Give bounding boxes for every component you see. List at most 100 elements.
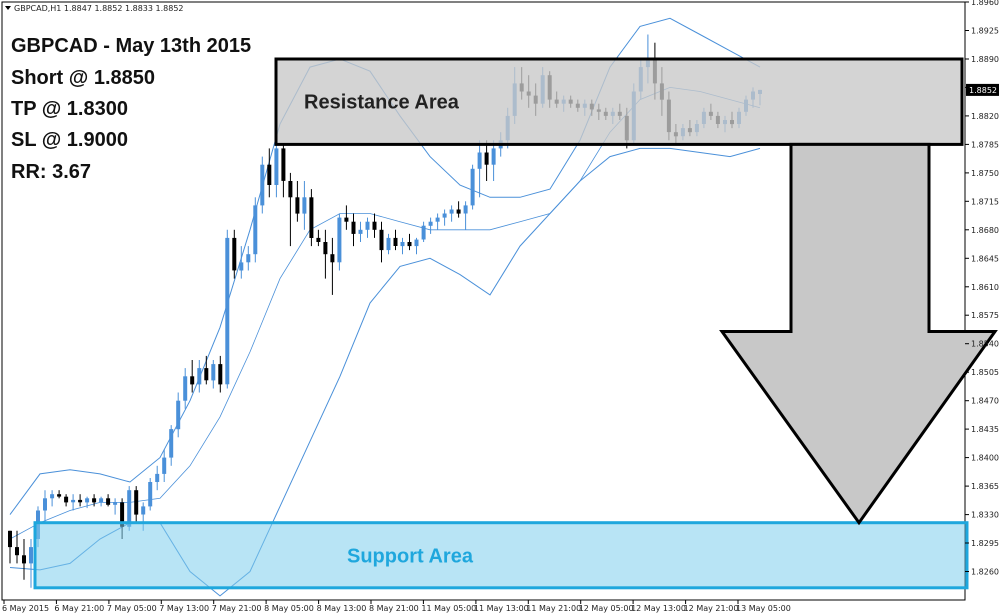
candle — [365, 217, 370, 238]
resistance-zone — [274, 57, 964, 146]
candle-body — [407, 242, 412, 247]
y-tick-label: 1.8435 — [971, 425, 999, 434]
candle-body — [365, 221, 370, 230]
candle-body — [148, 482, 153, 507]
candle — [428, 217, 433, 234]
candle-body — [50, 494, 55, 499]
candle-body — [183, 376, 188, 401]
candle — [64, 494, 69, 507]
x-axis: 6 May 2015 6 May 21:00 7 May 05:00 7 May 13… — [2, 600, 791, 613]
candle-body — [281, 148, 286, 181]
support-label: Support Area — [347, 545, 474, 567]
candle-body — [204, 368, 209, 381]
candle — [57, 490, 62, 499]
candle — [29, 539, 33, 588]
note-rr: RR: 3.67 — [11, 161, 91, 183]
candle — [78, 494, 83, 507]
candle — [190, 360, 195, 393]
candle-body — [491, 148, 496, 165]
candle-body — [239, 262, 244, 271]
y-tick-label: 1.8645 — [971, 254, 999, 263]
x-tick-label: 7 May 05:00 — [107, 604, 157, 613]
x-tick-label: 11 May 13:00 — [474, 604, 529, 613]
x-tick-label: 11 May 21:00 — [526, 604, 581, 613]
current-price-box — [966, 83, 999, 96]
x-tick-label: 8 May 13:00 — [317, 604, 367, 613]
candle — [267, 148, 272, 198]
chart-menu-icon[interactable] — [5, 6, 11, 10]
candle — [393, 229, 398, 251]
y-tick-label: 1.8680 — [971, 226, 999, 235]
candle-body — [169, 429, 174, 458]
candle-body — [400, 242, 405, 247]
candle — [43, 490, 47, 523]
candle — [239, 246, 244, 279]
candle — [302, 181, 307, 230]
candle-body — [267, 164, 272, 185]
candle — [155, 465, 160, 491]
x-tick-label: 12 May 21:00 — [684, 604, 739, 613]
candle — [99, 496, 104, 507]
candle-body — [162, 457, 167, 474]
candle-body — [71, 499, 76, 503]
candle — [211, 360, 216, 389]
note-title: GBPCAD - May 13th 2015 — [11, 35, 251, 57]
y-tick-label: 1.8295 — [971, 539, 999, 548]
candle — [386, 233, 391, 255]
resistance-label: Resistance Area — [304, 92, 460, 114]
candle-body — [372, 221, 377, 230]
candle — [183, 368, 188, 409]
candle — [442, 209, 447, 226]
candle — [351, 213, 356, 247]
candle-body — [309, 197, 314, 238]
x-tick-label: 12 May 13:00 — [631, 604, 686, 613]
x-tick-label: 7 May 21:00 — [212, 604, 262, 613]
candle — [449, 205, 454, 222]
candle-body — [78, 499, 83, 503]
candle — [379, 221, 384, 263]
candle — [92, 494, 97, 507]
candle-body — [43, 498, 47, 511]
candle-body — [421, 225, 426, 240]
current-price-tag: 1.8852 — [966, 83, 999, 96]
current-price-label: 1.8852 — [969, 86, 997, 95]
candle — [295, 181, 300, 222]
candle-body — [295, 197, 300, 214]
y-tick-label: 1.8890 — [971, 55, 999, 64]
candle — [456, 201, 461, 218]
candle-body — [484, 152, 489, 165]
candle — [421, 221, 426, 242]
candle-body — [22, 555, 26, 564]
candle-body — [316, 237, 321, 242]
candle — [274, 140, 279, 198]
candle — [491, 140, 496, 181]
candle — [253, 197, 258, 263]
candle-body — [379, 229, 384, 251]
candle — [22, 539, 26, 580]
candle-body — [99, 498, 104, 503]
candle — [15, 530, 19, 564]
candle — [281, 144, 286, 198]
candle-body — [274, 148, 279, 185]
candle — [169, 425, 174, 466]
candle-body — [414, 239, 419, 247]
candle-body — [288, 181, 293, 198]
candle-body — [64, 496, 69, 503]
candle — [463, 201, 468, 230]
candle-body — [435, 217, 440, 222]
candle — [225, 229, 230, 389]
trade-notes: GBPCAD - May 13th 2015 Short @ 1.8850 TP… — [11, 35, 251, 183]
y-tick-label: 1.8330 — [971, 511, 999, 520]
note-tp: TP @ 1.8300 — [11, 98, 128, 120]
candle-body — [190, 376, 195, 385]
candle-body — [225, 237, 230, 385]
candle — [246, 246, 251, 271]
candle-body — [211, 364, 216, 381]
x-tick-label: 7 May 13:00 — [159, 604, 209, 613]
candle — [148, 478, 153, 511]
candle — [288, 172, 293, 247]
candle-body — [449, 209, 454, 214]
y-tick-label: 1.8715 — [971, 197, 999, 206]
y-tick-label: 1.8925 — [971, 27, 999, 36]
